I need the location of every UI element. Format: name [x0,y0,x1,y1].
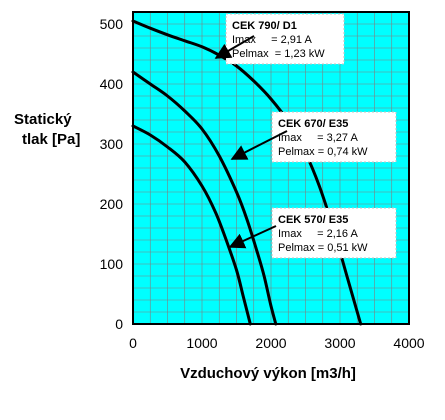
y-axis-title-line1: Statický [14,111,72,128]
annotation-line: Pelmax = 1,23 kW [232,48,325,60]
y-tick-label: 100 [100,256,124,272]
annotation-line: Imax = 2,91 A [232,34,312,46]
y-tick-label: 400 [100,76,124,92]
x-tick-label: 1000 [186,335,217,351]
y-tick-label: 200 [100,196,124,212]
x-tick-label: 3000 [324,335,355,351]
y-tick-label: 300 [100,136,124,152]
y-axis-title-line2: tlak [Pa] [22,131,80,148]
annotation-line: Pelmax = 0,51 kW [278,242,368,254]
annotation-cek-670: CEK 670/ E35 Imax = 3,27 A Pelmax = 0,74 k… [230,111,397,163]
curve-cek-670 [131,70,278,326]
x-tick-labels: 0 1000 2000 3000 4000 [129,335,425,351]
y-tick-labels: 0 100 200 300 400 500 [100,16,124,332]
annotation-box [271,207,397,259]
x-tick-label: 0 [129,335,137,351]
annotation-cek-570: CEK 570/ E35 Imax = 2,16 A Pelmax = 0,51 k… [228,207,397,259]
annotation-title: CEK 570/ E35 [278,214,348,226]
annotation-title: CEK 790/ D1 [232,20,297,32]
annotation-line: Imax = 3,27 A [278,132,358,144]
annotation-cek-790: CEK 790/ D1 Imax = 2,91 A Pelmax = 1,23 kW [214,13,345,65]
plot-frame [132,11,410,325]
annotation-arrow [214,35,255,59]
curve-annotations: CEK 790/ D1 Imax = 2,91 A Pelmax = 1,23 kW… [214,13,397,259]
annotation-box [225,13,345,65]
y-tick-label: 500 [100,16,124,32]
annotation-title: CEK 670/ E35 [278,118,348,130]
x-axis-title: Vzduchový výkon [m3/h] [180,365,356,382]
curve-cek-570 [131,124,252,326]
x-tick-label: 4000 [393,335,424,351]
y-tick-label: 0 [115,316,123,332]
annotation-box [271,111,397,163]
annotation-line: Pelmax = 0,74 kW [278,146,368,158]
annotation-line: Imax = 2,16 A [278,228,358,240]
annotation-arrow [228,225,277,249]
annotation-arrow [230,130,288,160]
x-tick-label: 2000 [255,335,286,351]
